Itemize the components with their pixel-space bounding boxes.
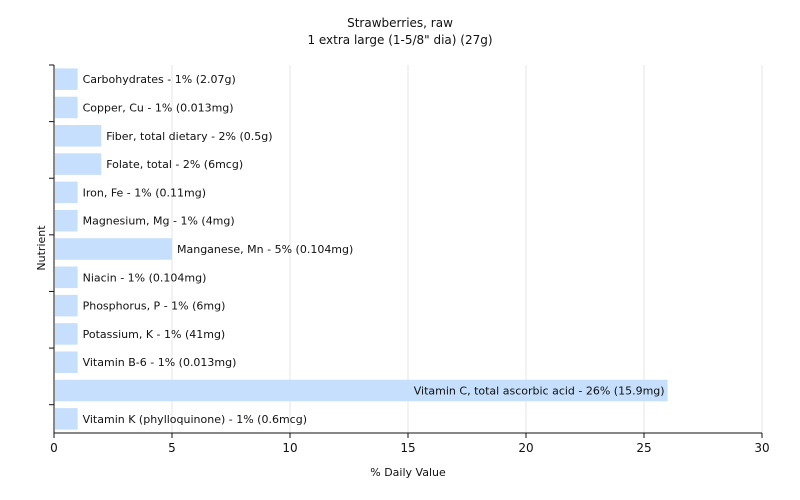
y-axis-label: Nutrient xyxy=(35,225,48,271)
bar-label: Vitamin B-6 - 1% (0.013mg) xyxy=(83,356,237,369)
bar-label: Magnesium, Mg - 1% (4mg) xyxy=(83,215,235,228)
bar xyxy=(55,323,78,345)
bar xyxy=(55,209,78,232)
x-tick-label: 5 xyxy=(168,441,176,455)
y-ticks xyxy=(49,64,54,406)
bar-label: Potassium, K - 1% (41mg) xyxy=(83,328,226,341)
bar-label: Carbohydrates - 1% (2.07g) xyxy=(83,73,236,86)
x-tick-label: 15 xyxy=(400,441,415,455)
bar-labels: Carbohydrates - 1% (2.07g) Copper, Cu - 1… xyxy=(83,73,665,426)
bar xyxy=(55,266,78,289)
bar-label: Phosphorus, P - 1% (6mg) xyxy=(83,300,226,313)
bar xyxy=(55,153,102,175)
x-tick-label: 25 xyxy=(636,441,651,455)
gridlines xyxy=(171,65,763,433)
bar-label: Vitamin C, total ascorbic acid - 26% (15… xyxy=(414,385,665,398)
x-tick-label: 10 xyxy=(282,441,297,455)
bars xyxy=(55,68,668,430)
chart-subtitle: 1 extra large (1-5/8" dia) (27g) xyxy=(307,33,492,47)
bar xyxy=(55,351,78,373)
bar xyxy=(55,408,78,430)
bar xyxy=(55,238,172,260)
x-tick-label: 20 xyxy=(518,441,533,455)
x-ticks: 0 5 10 15 20 25 30 xyxy=(50,433,770,455)
bar-label: Folate, total - 2% (6mcg) xyxy=(106,158,243,171)
x-tick-label: 30 xyxy=(754,441,769,455)
bar-label: Niacin - 1% (0.104mg) xyxy=(83,271,207,284)
bar-label: Fiber, total dietary - 2% (0.5g) xyxy=(106,130,272,143)
bar-label: Manganese, Mn - 5% (0.104mg) xyxy=(177,243,353,256)
bar xyxy=(55,379,668,402)
x-tick-label: 0 xyxy=(50,441,58,455)
bar xyxy=(55,181,78,204)
bar-label: Copper, Cu - 1% (0.013mg) xyxy=(83,101,234,114)
bar xyxy=(55,68,78,90)
bar xyxy=(55,125,102,147)
bar xyxy=(55,294,78,317)
bar-label: Iron, Fe - 1% (0.11mg) xyxy=(83,186,206,199)
chart-title: Strawberries, raw xyxy=(347,16,453,30)
bar xyxy=(55,96,78,119)
x-axis-label: % Daily Value xyxy=(370,466,446,479)
bar-label: Vitamin K (phylloquinone) - 1% (0.6mcg) xyxy=(83,413,307,426)
